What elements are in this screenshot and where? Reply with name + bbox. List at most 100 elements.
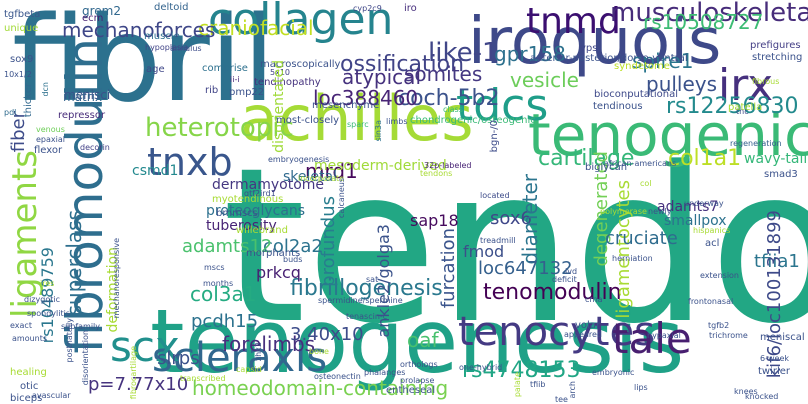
word: csmd1	[132, 163, 179, 179]
word: incorporate	[298, 174, 345, 183]
word: somites	[404, 62, 483, 86]
word: extension	[700, 271, 739, 280]
word: sparc	[347, 120, 369, 129]
word: newly	[648, 207, 672, 216]
word: volar	[575, 320, 601, 331]
word: tenogenic	[528, 101, 808, 169]
word: orthologs	[400, 360, 438, 369]
word: p=7.77x10	[88, 374, 189, 395]
word: embryonic	[592, 368, 635, 377]
word: prolapse	[400, 376, 435, 385]
word: sat	[366, 275, 379, 284]
word: hispanics	[693, 226, 731, 235]
word: ii-i	[230, 75, 240, 84]
word: diameter	[518, 174, 542, 265]
word: atypical	[342, 65, 421, 89]
word: decorin	[80, 143, 110, 152]
word: twirler	[758, 366, 791, 377]
word: tgfbeta	[4, 9, 41, 20]
word: mechanoforces	[62, 18, 216, 42]
word: iroquois	[468, 5, 722, 79]
word: tgfb2	[708, 321, 730, 330]
word: adamts12	[182, 236, 273, 257]
word: entheseal	[386, 385, 436, 396]
word: tuberosity	[206, 218, 277, 234]
word: 3.40x10	[290, 324, 364, 345]
word: annulus	[170, 44, 202, 53]
word: epaxial	[36, 135, 65, 144]
word: capsid	[236, 365, 262, 374]
word: ossification	[340, 52, 465, 77]
word: iro	[404, 3, 417, 14]
word: pmp22	[229, 87, 265, 98]
word: patella	[728, 102, 763, 113]
word: spondylitis	[27, 309, 70, 318]
word: ligamentocytes	[613, 180, 634, 319]
word: col2a2	[263, 236, 323, 257]
word: willebrand	[236, 225, 288, 236]
word: menisci	[64, 88, 111, 102]
word: exact	[10, 321, 32, 330]
word: prkcq	[256, 263, 301, 282]
word: bone	[309, 347, 329, 356]
word: polymerase	[600, 207, 647, 216]
word: bioconputational	[594, 89, 678, 100]
word: herniation	[612, 254, 653, 263]
word: located	[480, 191, 510, 200]
word: tee	[555, 395, 568, 404]
word: adamts7	[657, 199, 719, 215]
word: african-americans	[604, 159, 677, 168]
word: musculoskeletal	[610, 0, 808, 28]
word: lips	[634, 383, 648, 392]
word: buds	[283, 255, 303, 264]
word: tale	[612, 314, 692, 363]
word: gtf2ird1	[244, 189, 276, 198]
word: tenascin-c	[346, 312, 388, 321]
word: scleraxis	[152, 335, 328, 381]
word: repressor	[58, 110, 106, 121]
word: treadmill	[480, 236, 516, 245]
word: fibrillogenesis	[290, 276, 443, 301]
word: biglycan	[585, 162, 628, 173]
word: pulleys	[646, 72, 718, 96]
word: tendons	[420, 169, 453, 178]
word: muscle	[144, 31, 180, 42]
word: vesicle	[510, 68, 579, 92]
word: tendinous	[593, 101, 643, 112]
word: tendon	[222, 122, 808, 371]
word: fibrocartilage	[129, 346, 138, 400]
word: comprise	[202, 63, 248, 74]
word: tfiia1	[754, 251, 800, 272]
word: hypoplasia	[145, 43, 189, 52]
word: mesoderm-derived	[314, 158, 447, 174]
word: acl	[705, 238, 720, 249]
word: frontonasal	[688, 297, 734, 306]
word: underway	[684, 199, 724, 208]
word: one-hybrid	[459, 363, 503, 372]
word: 32p-labeled	[424, 161, 472, 170]
word: palate	[513, 372, 522, 398]
word: months	[203, 279, 234, 288]
word: matrix	[63, 90, 103, 104]
word: thicker	[23, 83, 34, 118]
word: osteonectin	[314, 372, 361, 381]
word: appeared	[564, 330, 602, 339]
word: syndetome	[614, 61, 670, 72]
word: crna	[585, 295, 603, 304]
word: transcribed	[180, 374, 226, 383]
word: cyp2c9	[353, 4, 382, 13]
word: ires	[40, 279, 55, 288]
word: rs4748153	[462, 358, 581, 383]
word: oaf	[407, 328, 439, 352]
word: most-closely	[276, 115, 340, 126]
word: grem2	[82, 4, 121, 18]
word: venous	[36, 125, 65, 134]
word: loc647132	[478, 258, 573, 279]
word: pcdh15	[191, 311, 259, 332]
word: fmod	[463, 242, 505, 261]
word: loc388460	[313, 86, 419, 110]
word: sin3a	[374, 120, 383, 142]
word: tnc	[736, 107, 749, 116]
word: mesenchyme	[312, 100, 380, 111]
